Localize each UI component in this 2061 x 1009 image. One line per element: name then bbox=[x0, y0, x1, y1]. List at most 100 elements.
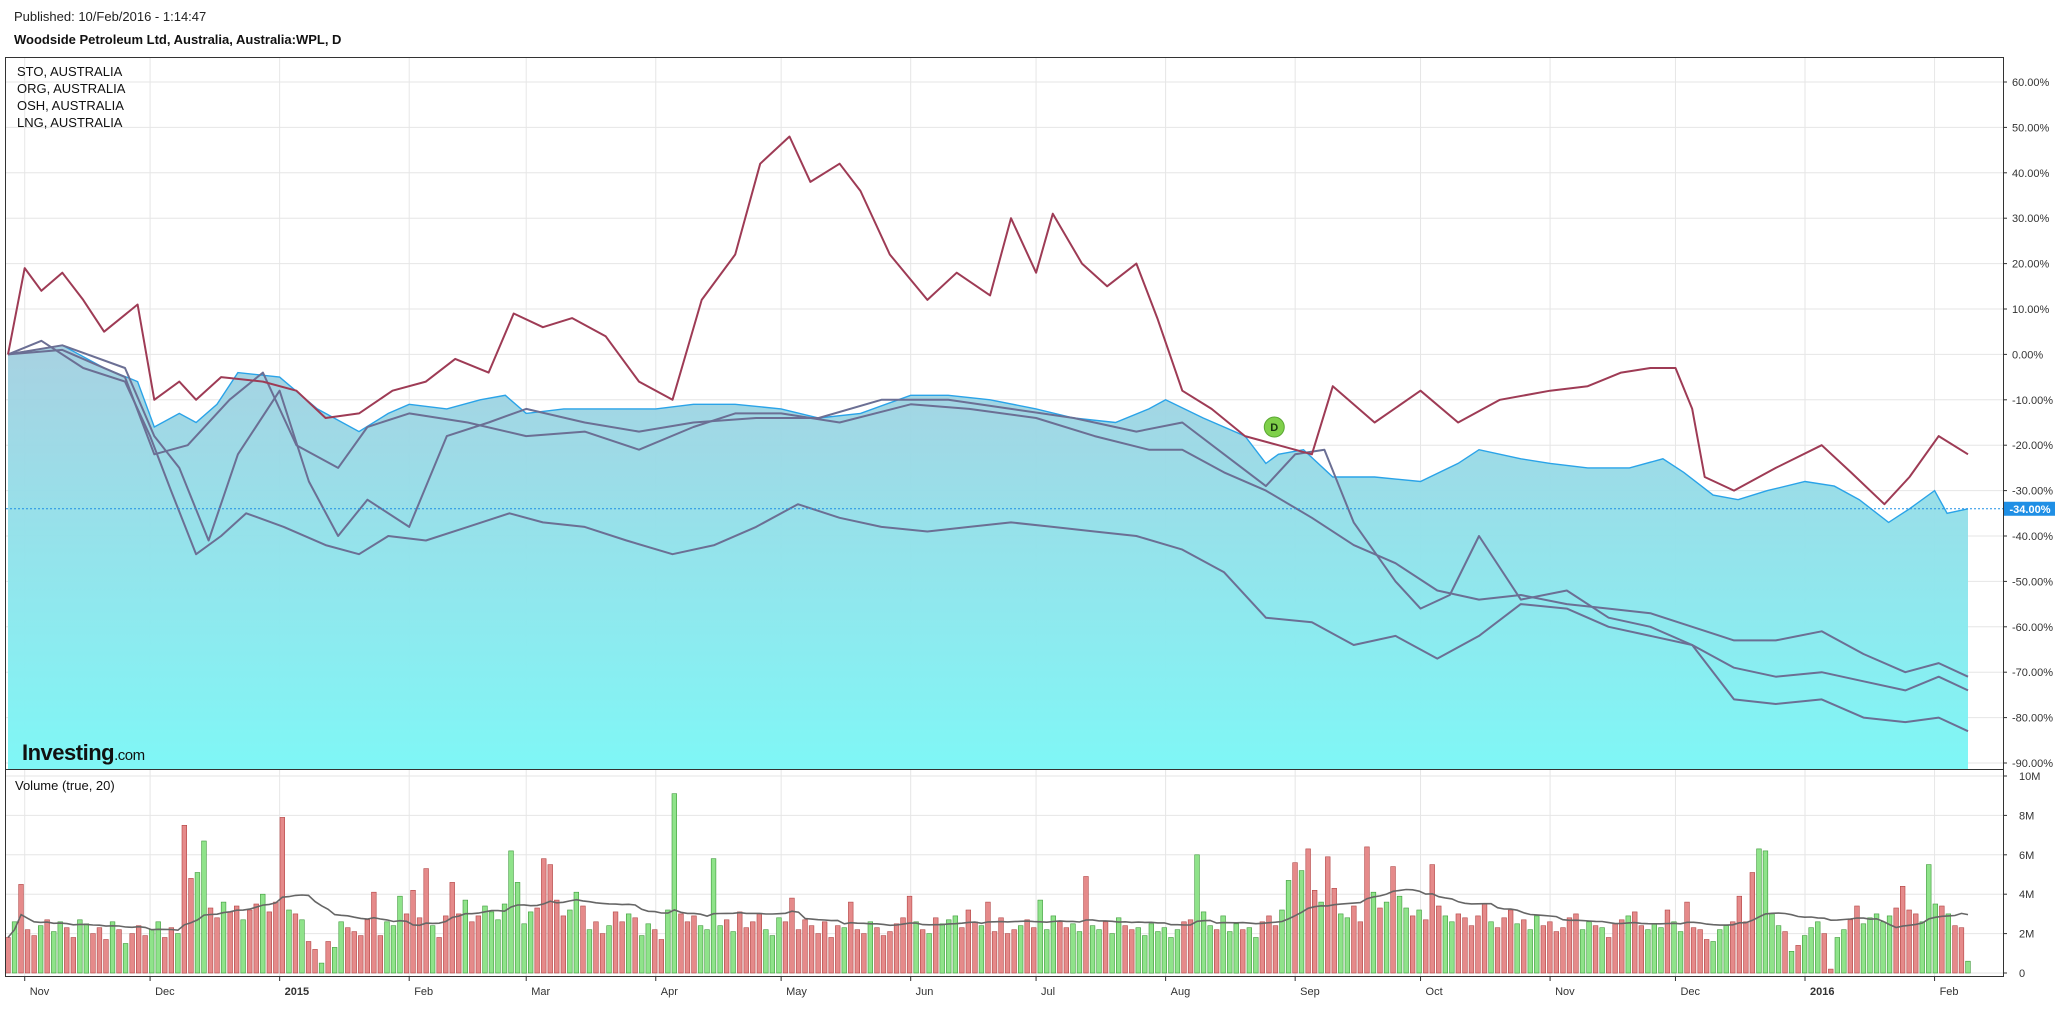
x-tick-label: Nov bbox=[1555, 986, 1575, 998]
y-tick-label: 40.00% bbox=[2012, 168, 2050, 180]
volume-bar bbox=[802, 919, 808, 974]
volume-bar bbox=[1606, 937, 1612, 974]
y-tick-label: -20.00% bbox=[2012, 440, 2053, 452]
volume-bar bbox=[514, 882, 521, 974]
volume-bar bbox=[1769, 913, 1775, 974]
volume-bar bbox=[743, 927, 749, 974]
vol-tick-label: 6M bbox=[2019, 850, 2034, 862]
volume-bar bbox=[1024, 919, 1030, 974]
volume-bar bbox=[1854, 905, 1860, 974]
volume-bar bbox=[1396, 895, 1403, 974]
volume-bar bbox=[619, 921, 625, 974]
volume-bar bbox=[625, 913, 632, 974]
volume-label: Volume (true, 20) bbox=[15, 778, 115, 793]
volume-bar bbox=[645, 923, 651, 974]
volume-bar bbox=[44, 919, 50, 974]
volume-bar bbox=[1344, 917, 1350, 974]
volume-bar bbox=[299, 919, 305, 974]
wpl-area-fill bbox=[8, 345, 1968, 769]
volume-bar bbox=[1664, 909, 1671, 974]
volume-bar bbox=[1592, 925, 1599, 974]
volume-bar bbox=[1919, 921, 1925, 974]
volume-bar bbox=[103, 939, 109, 974]
volume-bar bbox=[1462, 917, 1468, 974]
published-timestamp: Published: 10/Feb/2016 - 1:14:47 bbox=[14, 9, 207, 24]
volume-bar bbox=[1821, 933, 1827, 974]
volume-bar bbox=[1619, 919, 1625, 974]
volume-bar bbox=[1102, 921, 1109, 974]
y-tick-label: -80.00% bbox=[2012, 713, 2053, 725]
volume-bar bbox=[1174, 929, 1181, 974]
volume-bar bbox=[260, 893, 266, 974]
volume-bar bbox=[384, 921, 390, 974]
volume-bar bbox=[854, 929, 860, 974]
volume-bar bbox=[1357, 921, 1363, 974]
comparison-series: D bbox=[6, 135, 2003, 733]
volume-bar bbox=[952, 915, 958, 974]
volume-bar bbox=[331, 947, 338, 974]
volume-bar bbox=[593, 921, 599, 974]
volume-bar bbox=[1762, 850, 1769, 974]
volume-bar bbox=[1586, 921, 1592, 974]
volume-bar bbox=[1886, 915, 1893, 974]
volume-bar bbox=[371, 891, 377, 974]
volume-bar bbox=[946, 919, 952, 974]
y-tick-label: -50.00% bbox=[2012, 576, 2053, 588]
volume-bar bbox=[1514, 923, 1520, 974]
volume-bar bbox=[345, 927, 351, 974]
volume-bar bbox=[377, 935, 383, 974]
volume-bar bbox=[1808, 927, 1814, 974]
volume-bar bbox=[1632, 911, 1638, 974]
volume-bar bbox=[508, 850, 514, 974]
volume-bar bbox=[541, 858, 547, 974]
volume-bar bbox=[1494, 927, 1501, 974]
volume-bar bbox=[776, 917, 782, 974]
volume-bar bbox=[1266, 915, 1272, 974]
volume-bar bbox=[1782, 931, 1788, 974]
x-tick-label: Feb bbox=[414, 986, 433, 998]
volume-bar bbox=[821, 921, 828, 974]
volume-bar bbox=[710, 858, 717, 974]
volume-bar bbox=[658, 939, 664, 974]
volume-bar bbox=[162, 937, 168, 974]
volume-bar bbox=[1939, 905, 1945, 974]
volume-bar bbox=[436, 937, 442, 974]
volume-bar bbox=[1638, 925, 1644, 974]
volume-bar bbox=[83, 923, 89, 974]
volume-bar bbox=[1168, 937, 1174, 974]
volume-bar bbox=[815, 933, 821, 974]
volume-bar bbox=[90, 933, 96, 974]
volume-bar bbox=[1553, 931, 1559, 974]
volume-bar bbox=[1416, 909, 1422, 974]
volume-bar bbox=[1011, 929, 1017, 974]
y-tick-label: -60.00% bbox=[2012, 622, 2053, 634]
chart-title: Woodside Petroleum Ltd, Australia, Austr… bbox=[14, 32, 342, 47]
volume-bar bbox=[828, 937, 834, 974]
volume-bar bbox=[410, 889, 416, 974]
volume-bar bbox=[37, 925, 44, 974]
volume-bar bbox=[1521, 919, 1527, 974]
volume-bar bbox=[1815, 921, 1821, 974]
volume-bar bbox=[1050, 915, 1056, 974]
volume-bar bbox=[1331, 887, 1337, 974]
volume-bar bbox=[665, 909, 671, 974]
volume-bar bbox=[1534, 915, 1540, 974]
x-tick-label: Dec bbox=[1680, 986, 1700, 998]
volume-bar bbox=[1142, 935, 1148, 974]
volume-bar bbox=[1736, 895, 1742, 974]
volume-bar bbox=[1828, 968, 1834, 974]
volume-bar bbox=[808, 925, 815, 974]
volume-bar bbox=[1272, 925, 1279, 974]
volume-bar bbox=[560, 915, 566, 974]
volume-bar bbox=[789, 897, 795, 974]
volume-bar bbox=[1893, 907, 1899, 974]
volume-bar bbox=[1481, 903, 1488, 974]
y-tick-label: 30.00% bbox=[2012, 213, 2050, 225]
volume-bar bbox=[1037, 899, 1043, 974]
volume-bar bbox=[1442, 915, 1448, 974]
volume-bar bbox=[1410, 915, 1416, 974]
volume-bar bbox=[149, 929, 155, 974]
volume-bar bbox=[965, 909, 971, 974]
volume-bar bbox=[1227, 931, 1233, 974]
